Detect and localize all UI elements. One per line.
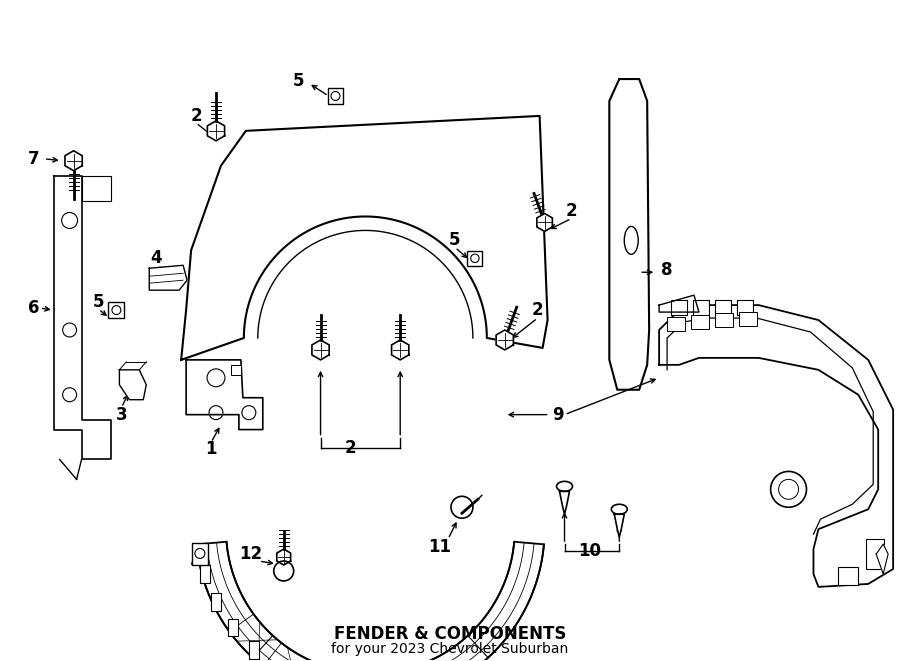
Bar	[715, 313, 733, 327]
Polygon shape	[277, 549, 291, 565]
Text: FENDER & COMPONENTS: FENDER & COMPONENTS	[334, 625, 566, 642]
Polygon shape	[120, 370, 147, 400]
Polygon shape	[149, 265, 187, 290]
Text: 1: 1	[205, 440, 217, 459]
Text: 2: 2	[566, 202, 577, 219]
Polygon shape	[877, 544, 888, 574]
Polygon shape	[496, 330, 513, 350]
Bar	[667, 317, 685, 331]
Bar	[866, 539, 884, 569]
Bar	[108, 302, 124, 318]
Bar	[839, 567, 859, 585]
Text: 9: 9	[552, 406, 563, 424]
Bar	[693, 300, 709, 315]
Polygon shape	[186, 360, 263, 430]
Bar	[328, 88, 344, 104]
Text: 10: 10	[578, 542, 601, 560]
Bar	[739, 312, 757, 326]
Polygon shape	[197, 542, 544, 661]
Text: 6: 6	[28, 299, 40, 317]
Polygon shape	[609, 79, 649, 390]
Bar	[248, 641, 258, 658]
Bar	[715, 300, 731, 315]
Text: 5: 5	[292, 72, 304, 90]
Text: 7: 7	[28, 150, 40, 168]
Bar	[200, 565, 210, 583]
Polygon shape	[312, 340, 329, 360]
Bar	[192, 543, 208, 565]
Polygon shape	[659, 305, 893, 587]
Bar	[467, 251, 482, 266]
Text: 2: 2	[190, 107, 202, 125]
Bar	[212, 593, 221, 611]
Polygon shape	[536, 214, 553, 231]
Polygon shape	[560, 491, 570, 514]
Bar	[82, 176, 112, 200]
Circle shape	[451, 496, 472, 518]
Bar	[228, 619, 238, 637]
Polygon shape	[207, 121, 225, 141]
Polygon shape	[181, 116, 547, 360]
Text: 5: 5	[93, 293, 104, 311]
Text: 12: 12	[239, 545, 263, 563]
Bar	[671, 300, 687, 315]
Polygon shape	[659, 295, 699, 312]
Bar	[231, 365, 241, 375]
Bar	[691, 315, 709, 329]
Ellipse shape	[611, 504, 627, 514]
Text: 8: 8	[662, 261, 673, 279]
Bar	[737, 300, 752, 315]
Polygon shape	[54, 176, 112, 459]
Text: 5: 5	[449, 231, 461, 249]
Text: 4: 4	[150, 249, 162, 267]
Text: 2: 2	[532, 301, 544, 319]
Text: 3: 3	[115, 406, 127, 424]
Polygon shape	[65, 151, 82, 171]
Text: 2: 2	[345, 438, 356, 457]
Circle shape	[274, 561, 293, 581]
Polygon shape	[392, 340, 409, 360]
Ellipse shape	[556, 481, 572, 491]
Text: 11: 11	[428, 538, 452, 556]
Text: for your 2023 Chevrolet Suburban: for your 2023 Chevrolet Suburban	[331, 642, 569, 656]
Polygon shape	[615, 514, 625, 537]
